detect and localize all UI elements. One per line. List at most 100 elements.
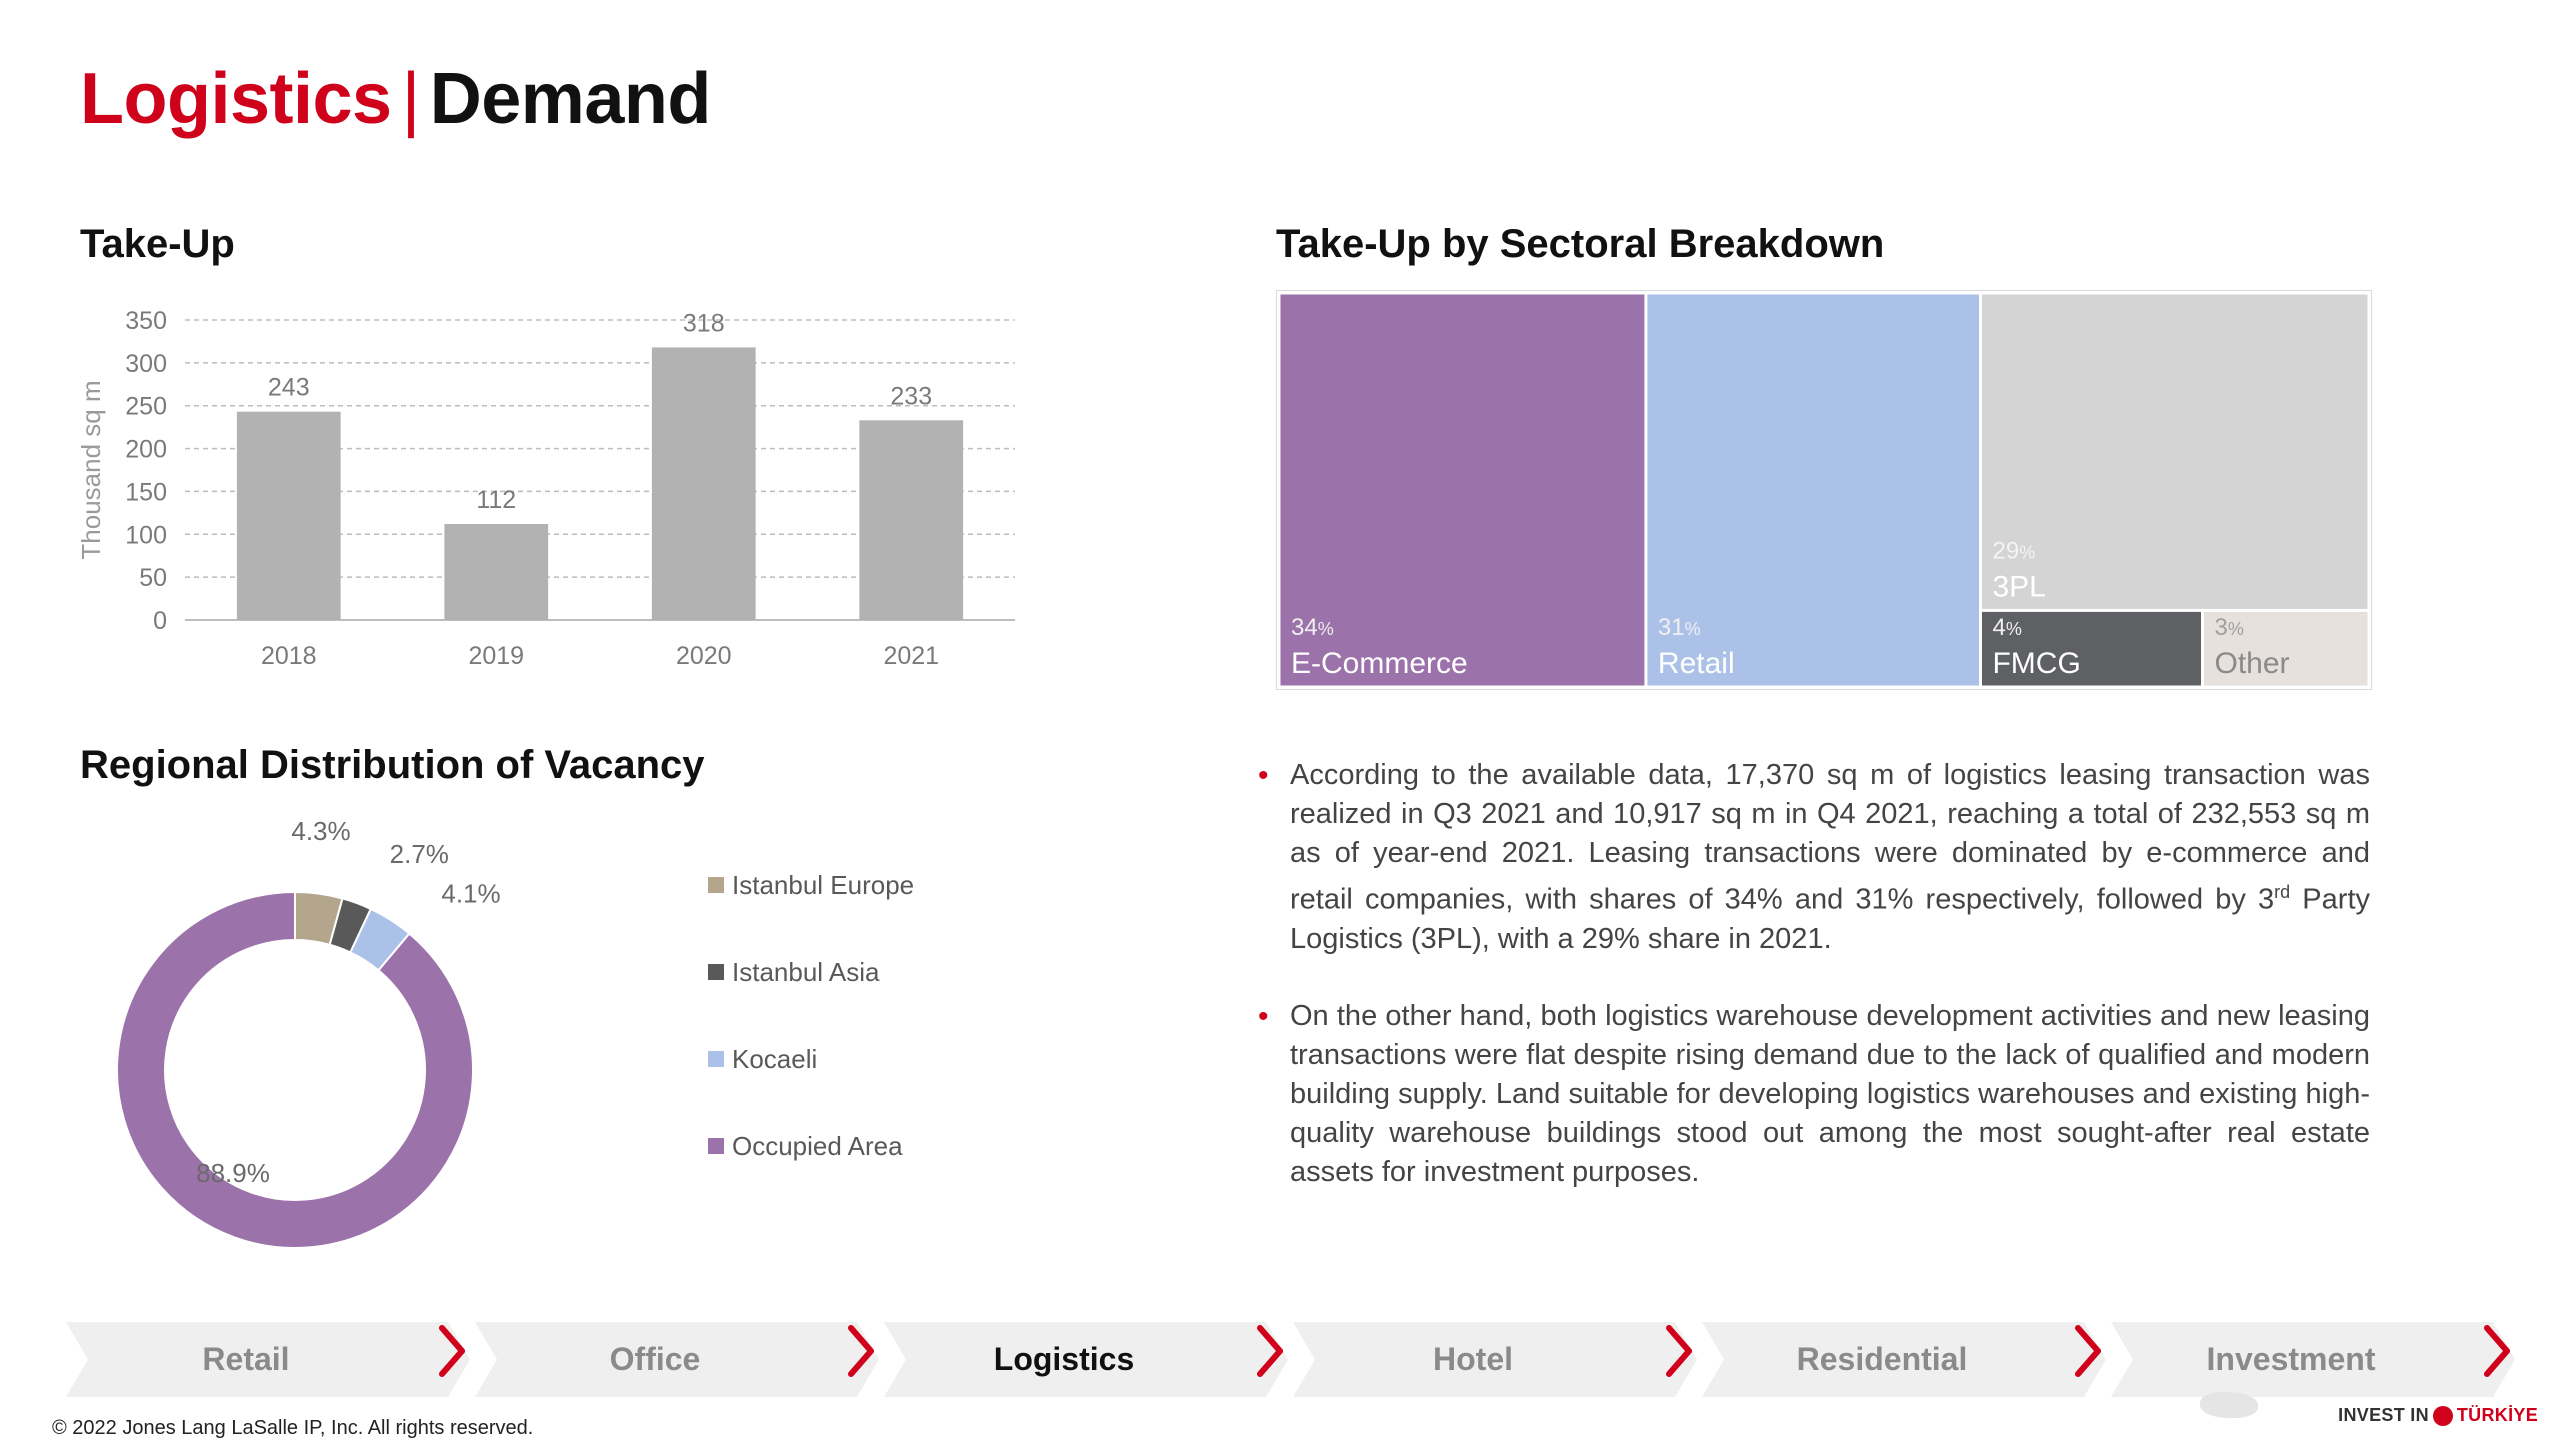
bar-data-label: 243 <box>268 374 310 402</box>
nav-item-background <box>884 1322 1288 1397</box>
legend-swatch <box>708 1051 724 1067</box>
bullet-1-text-end: Party Logistics (3PL), with a 29% share … <box>1290 883 2370 955</box>
map-silhouette <box>2200 1392 2258 1418</box>
nav-item-background <box>1702 1322 2106 1397</box>
treemap-percent-label: 29% <box>1992 537 2035 564</box>
nav-item-label: Hotel <box>1433 1341 1513 1377</box>
chevron-stroke <box>848 1325 874 1377</box>
treemap-category-label: Other <box>2214 647 2289 680</box>
invest-in-turkiye-logo: INVEST IN TÜRKİYE <box>2338 1405 2538 1427</box>
chevron-right-icon <box>439 1325 465 1377</box>
section-nav: Retail Office Logistics Hotel Residential Inv… <box>0 1322 2560 1397</box>
x-tick-label: 2021 <box>883 642 939 670</box>
donut-data-label: 88.9% <box>196 1158 270 1188</box>
nav-item-background <box>475 1322 879 1397</box>
nav-item-shape <box>1702 1322 2106 1397</box>
treemap-cell <box>1981 294 2368 609</box>
copyright-footer: © 2022 Jones Lang LaSalle IP, Inc. All r… <box>52 1417 534 1439</box>
logo-circle-icon <box>2432 1406 2453 1427</box>
takeup-bar-chart: 0 50 100 150 200 250 300 350 Thousand sq m 243 201… <box>76 307 1015 670</box>
nav-item-shape <box>66 1322 470 1397</box>
chevron-right-icon <box>848 1325 874 1377</box>
nav-item-shape <box>475 1322 879 1397</box>
nav-item-logistics[interactable]: Logistics <box>884 1322 1304 1397</box>
page-title-primary: Logistics <box>80 59 392 139</box>
chevron-right-icon <box>1666 1325 1692 1377</box>
vacancy-donut-chart: 4.3% 2.7% 4.1% 88.9% Istanbul Europe Istanbul… <box>116 820 914 1249</box>
donut-data-label: 4.3% <box>291 820 350 846</box>
nav-item-hotel[interactable]: Hotel <box>1293 1322 1713 1397</box>
treemap-category-label: Retail <box>1658 647 1735 680</box>
bullet-2-text: On the other hand, both logistics wareho… <box>1290 999 2370 1188</box>
nav-item-investment[interactable]: Investment <box>2111 1322 2531 1397</box>
legend-entry: Istanbul Europe <box>732 870 914 900</box>
treemap-category-label: 3PL <box>1992 570 2045 603</box>
donut-data-label: 2.7% <box>390 839 449 869</box>
treemap-cell <box>1280 294 1645 686</box>
bar <box>444 524 549 620</box>
logo-text-invest: INVEST IN <box>2338 1405 2429 1425</box>
bar-data-label: 112 <box>476 486 516 514</box>
y-axis-label: Thousand sq m <box>76 380 106 559</box>
legend-entry: Occupied Area <box>732 1131 903 1161</box>
treemap-category-label: FMCG <box>1992 647 2080 680</box>
chevron-right-icon <box>2075 1325 2101 1377</box>
logo-text-country: TÜRKİYE <box>2456 1405 2538 1425</box>
donut-slice <box>116 890 474 1249</box>
legend-swatch <box>708 1138 724 1154</box>
page-title: Logistics | Demand <box>80 58 711 140</box>
legend-swatch <box>708 877 724 893</box>
bar <box>859 420 964 620</box>
treemap-percent-label: 3% <box>2214 614 2243 641</box>
nav-item-label: Logistics <box>993 1341 1135 1377</box>
y-tick-label: 0 <box>153 607 167 635</box>
chevron-right-icon <box>2484 1325 2510 1377</box>
chevron-stroke <box>439 1325 465 1377</box>
commentary-bullet-2: • On the other hand, both logistics ware… <box>1258 997 2370 1192</box>
vacancy-section-title: Regional Distribution of Vacancy <box>80 743 705 787</box>
chevron-stroke <box>1257 1325 1283 1377</box>
chevron-stroke <box>1666 1325 1692 1377</box>
y-tick-label: 200 <box>125 436 167 464</box>
y-tick-label: 350 <box>125 307 167 335</box>
nav-item-shape <box>2111 1322 2515 1397</box>
treemap-cell <box>1981 611 2201 686</box>
bar <box>651 347 756 620</box>
legend-entry: Istanbul Asia <box>732 957 880 987</box>
nav-item-office[interactable]: Office <box>475 1322 895 1397</box>
nav-item-label: Investment <box>2206 1341 2376 1377</box>
bar-data-label: 318 <box>683 309 725 337</box>
bullet-1-text: According to the available data, 17,370 … <box>1290 759 2370 916</box>
bullet-marker: • <box>1258 759 1269 792</box>
bar-data-label: 233 <box>890 382 932 410</box>
bullet-1-superscript: rd <box>2274 882 2291 902</box>
treemap-percent-label: 34% <box>1291 614 1334 641</box>
page-title-secondary: Demand <box>429 59 712 139</box>
legend-entry: Kocaeli <box>732 1044 817 1074</box>
sectoral-section-title: Take-Up by Sectoral Breakdown <box>1276 222 1885 266</box>
sectoral-treemap: 34% E-Commerce 31% Retail 29% 3PL 4% FMCG 3% Othe… <box>1276 290 2372 690</box>
nav-item-shape <box>1293 1322 1697 1397</box>
nav-item-shape <box>884 1322 1288 1397</box>
bar <box>236 411 341 620</box>
nav-item-background <box>66 1322 470 1397</box>
x-tick-label: 2020 <box>676 642 732 670</box>
nav-item-retail[interactable]: Retail <box>66 1322 486 1397</box>
commentary-bullet-1: • According to the available data, 17,37… <box>1258 756 2370 959</box>
x-tick-label: 2018 <box>261 642 317 670</box>
nav-item-residential[interactable]: Residential <box>1702 1322 2122 1397</box>
nav-item-label: Office <box>609 1341 701 1377</box>
y-tick-label: 50 <box>139 564 167 592</box>
takeup-section-title: Take-Up <box>80 222 235 266</box>
x-tick-label: 2019 <box>468 642 524 670</box>
treemap-percent-label: 4% <box>1992 614 2021 641</box>
y-tick-label: 250 <box>125 393 167 421</box>
chevron-right-icon <box>1257 1325 1283 1377</box>
commentary-list: • According to the available data, 17,37… <box>1258 756 2370 1230</box>
nav-item-background <box>1293 1322 1697 1397</box>
treemap-cell <box>2203 611 2368 686</box>
page-title-separator: | <box>401 59 421 139</box>
bullet-marker: • <box>1258 999 1269 1033</box>
treemap-border <box>1276 290 2372 690</box>
y-tick-label: 100 <box>125 521 167 549</box>
